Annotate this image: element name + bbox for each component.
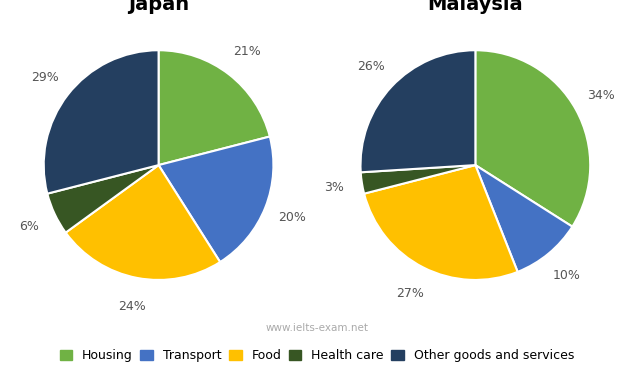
Wedge shape (364, 165, 517, 280)
Wedge shape (158, 137, 273, 262)
Text: 10%: 10% (553, 269, 581, 282)
Wedge shape (361, 165, 476, 194)
Text: 24%: 24% (118, 300, 146, 313)
Wedge shape (66, 165, 220, 280)
Text: 3%: 3% (323, 181, 344, 194)
Text: 29%: 29% (31, 70, 59, 83)
Legend: Housing, Transport, Food, Health care, Other goods and services: Housing, Transport, Food, Health care, O… (57, 347, 577, 365)
Title: Malaysia: Malaysia (427, 0, 523, 14)
Wedge shape (476, 50, 590, 227)
Text: 20%: 20% (278, 211, 306, 224)
Text: 27%: 27% (396, 286, 424, 299)
Text: 21%: 21% (233, 45, 261, 58)
Title: Japan: Japan (128, 0, 189, 14)
Text: 34%: 34% (587, 89, 615, 102)
Text: www.ielts-exam.net: www.ielts-exam.net (266, 324, 368, 333)
Wedge shape (48, 165, 158, 233)
Wedge shape (158, 50, 270, 165)
Text: 6%: 6% (19, 220, 39, 233)
Text: 26%: 26% (357, 60, 385, 73)
Wedge shape (44, 50, 158, 194)
Wedge shape (476, 165, 573, 272)
Wedge shape (361, 50, 476, 172)
